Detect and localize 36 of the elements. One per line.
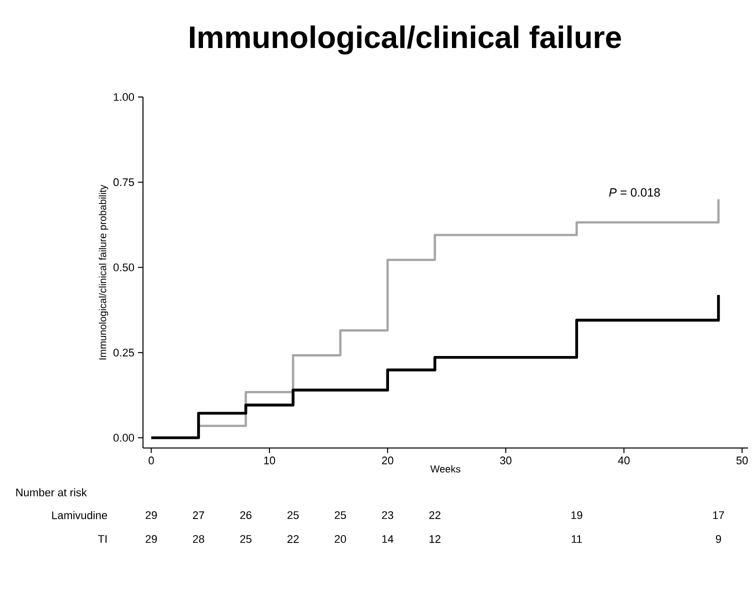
y-axis-title: Immunological/clinical failure probability xyxy=(98,184,108,360)
y-tick-label: 0.75 xyxy=(113,178,134,186)
text: 17 xyxy=(713,511,724,519)
text: 12 xyxy=(430,535,440,543)
text: 29 xyxy=(146,511,157,520)
annotation: P = 0.018 xyxy=(609,188,660,197)
x-tick-label: 10 xyxy=(264,456,276,464)
chart-title: Immunological/clinical failure xyxy=(190,25,622,55)
x-tick-label: 50 xyxy=(736,456,748,464)
text: 29 xyxy=(146,535,157,543)
text: Number at risk xyxy=(16,488,87,496)
text: 26 xyxy=(240,511,252,520)
text: Lamivudine xyxy=(52,511,108,520)
x-axis-title: Weeks xyxy=(430,465,460,473)
text: 27 xyxy=(192,511,204,519)
text: 22 xyxy=(429,511,440,519)
y-tick-label: 1.00 xyxy=(114,93,134,101)
text: 23 xyxy=(382,511,394,520)
text: 25 xyxy=(240,535,252,543)
text: 19 xyxy=(571,511,582,520)
text: 22 xyxy=(288,535,299,543)
text: 11 xyxy=(572,535,582,543)
text: 14 xyxy=(382,535,394,543)
text: 25 xyxy=(334,511,346,520)
text: TI xyxy=(98,535,107,543)
text: 28 xyxy=(192,535,204,543)
x-tick-label: 40 xyxy=(618,456,630,464)
text: 25 xyxy=(288,511,299,520)
text: 9 xyxy=(716,535,721,543)
text: 20 xyxy=(334,535,346,543)
x-tick-label: 20 xyxy=(382,456,394,464)
y-tick-label: 0.50 xyxy=(113,264,134,272)
y-tick-label: 0.00 xyxy=(113,434,134,442)
x-tick-label: 30 xyxy=(500,456,512,464)
y-tick-label: 0.25 xyxy=(113,348,134,356)
x-tick-label: 0 xyxy=(148,456,154,464)
